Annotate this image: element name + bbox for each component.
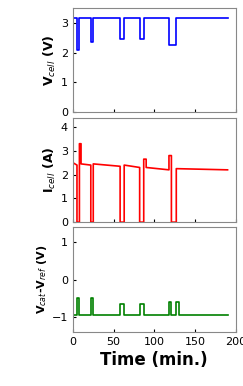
Y-axis label: I$_{cell}$ (A): I$_{cell}$ (A) [42, 147, 58, 193]
X-axis label: Time (min.): Time (min.) [101, 351, 208, 369]
Y-axis label: V$_{cat}$-V$_{ref}$ (V): V$_{cat}$-V$_{ref}$ (V) [35, 245, 49, 314]
Y-axis label: V$_{cell}$ (V): V$_{cell}$ (V) [42, 34, 58, 86]
